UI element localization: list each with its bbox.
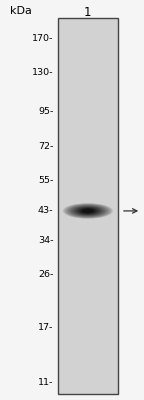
Ellipse shape bbox=[66, 204, 110, 218]
Ellipse shape bbox=[76, 207, 99, 215]
Ellipse shape bbox=[81, 208, 95, 214]
Ellipse shape bbox=[69, 205, 107, 217]
Ellipse shape bbox=[82, 209, 94, 213]
Ellipse shape bbox=[81, 208, 94, 213]
Ellipse shape bbox=[71, 206, 104, 216]
Ellipse shape bbox=[71, 206, 105, 216]
Text: 43-: 43- bbox=[38, 206, 53, 216]
Text: 34-: 34- bbox=[38, 236, 53, 245]
Ellipse shape bbox=[72, 206, 104, 216]
Ellipse shape bbox=[79, 208, 96, 214]
Text: 130-: 130- bbox=[32, 68, 53, 76]
Ellipse shape bbox=[78, 208, 98, 214]
Ellipse shape bbox=[78, 208, 97, 214]
Ellipse shape bbox=[68, 205, 108, 217]
Ellipse shape bbox=[65, 204, 111, 218]
Text: 11-: 11- bbox=[38, 378, 53, 386]
Ellipse shape bbox=[73, 206, 102, 216]
Text: 72-: 72- bbox=[38, 142, 53, 151]
Ellipse shape bbox=[70, 205, 106, 216]
Ellipse shape bbox=[83, 209, 93, 213]
Text: 95-: 95- bbox=[38, 107, 53, 116]
Ellipse shape bbox=[62, 203, 113, 219]
Ellipse shape bbox=[74, 206, 102, 215]
Text: 1: 1 bbox=[84, 6, 92, 19]
Ellipse shape bbox=[76, 207, 100, 215]
Ellipse shape bbox=[67, 204, 109, 217]
Text: 55-: 55- bbox=[38, 176, 53, 184]
Ellipse shape bbox=[64, 204, 112, 218]
Ellipse shape bbox=[73, 206, 103, 216]
Text: 170-: 170- bbox=[32, 34, 53, 43]
Text: kDa: kDa bbox=[10, 6, 32, 16]
Ellipse shape bbox=[69, 205, 106, 217]
Bar bbox=[58, 18, 118, 394]
Text: 26-: 26- bbox=[38, 270, 53, 278]
Ellipse shape bbox=[77, 207, 99, 214]
Ellipse shape bbox=[80, 208, 96, 214]
Text: 17-: 17- bbox=[38, 323, 53, 332]
Ellipse shape bbox=[64, 204, 111, 218]
Ellipse shape bbox=[66, 204, 109, 218]
Ellipse shape bbox=[75, 207, 101, 215]
Ellipse shape bbox=[63, 203, 113, 219]
